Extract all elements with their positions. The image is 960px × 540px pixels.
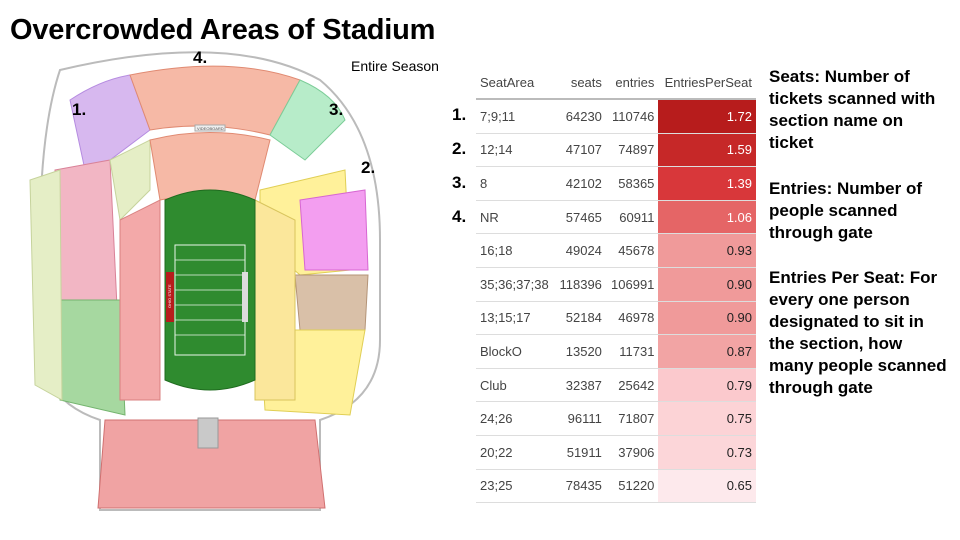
scoreboard-label: VIDEOBOARD <box>197 126 224 131</box>
section-tan <box>294 274 369 331</box>
seatarea-cell: 8 <box>476 166 555 201</box>
table-row: 23;25 78435 51220 0.65 <box>476 469 756 504</box>
subtitle: Entire Season <box>351 58 439 74</box>
table-row: 24;26 96111 71807 0.75 <box>476 401 756 436</box>
entries-cell: 106991 <box>605 267 659 302</box>
table-row: BlockO 13520 11731 0.87 <box>476 334 756 369</box>
eps-cell: 1.39 <box>658 166 756 201</box>
field-label: OHIO STATE <box>167 284 172 308</box>
seats-cell: 47107 <box>554 133 606 168</box>
table-row: 12;14 47107 74897 1.59 <box>476 133 756 168</box>
seatarea-cell: 16;18 <box>476 233 555 268</box>
seats-cell: 49024 <box>554 233 606 268</box>
seatarea-cell: 20;22 <box>476 435 555 470</box>
page-title: Overcrowded Areas of Stadium <box>10 14 436 46</box>
entries-cell: 71807 <box>605 401 659 436</box>
stadium-map: OHIO STATE VIDEOBOARD <box>29 51 381 511</box>
col-seatarea[interactable]: SeatArea <box>476 66 555 100</box>
seats-cell: 96111 <box>554 401 606 436</box>
section-lightgreen <box>29 169 63 401</box>
rank-4: 4. <box>452 207 467 226</box>
map-label-2: 2. <box>361 158 376 177</box>
seats-cell: 32387 <box>554 368 606 403</box>
section-green-top <box>269 79 346 161</box>
eps-cell: 0.90 <box>658 267 756 302</box>
map-label-4: 4. <box>193 48 208 67</box>
home-bench <box>166 272 174 322</box>
eps-cell: 0.87 <box>658 334 756 369</box>
table-header-row: SeatArea seats entries EntriesPerSeat <box>476 66 756 100</box>
eps-cell: 1.06 <box>658 200 756 235</box>
entries-description: Entries: Number of people scanned throug… <box>769 179 923 242</box>
col-entriesperseat[interactable]: EntriesPerSeat <box>658 66 756 100</box>
section-magenta <box>299 189 369 271</box>
eps-cell: 0.79 <box>658 368 756 403</box>
entries-cell: 58365 <box>605 166 659 201</box>
eps-description: Entries Per Seat: For every one person d… <box>769 268 947 397</box>
seats-cell: 52184 <box>554 301 606 336</box>
entries-cell: 45678 <box>605 233 659 268</box>
seatarea-cell: NR <box>476 200 555 235</box>
eps-cell: 1.72 <box>658 99 756 134</box>
eps-cell: 0.93 <box>658 233 756 268</box>
eps-cell: 0.73 <box>658 435 756 470</box>
seats-cell: 13520 <box>554 334 606 369</box>
seatarea-cell: 13;15;17 <box>476 301 555 336</box>
table-row: 16;18 49024 45678 0.93 <box>476 233 756 268</box>
rank-3: 3. <box>452 173 467 192</box>
entries-cell: 110746 <box>605 99 659 134</box>
map-label-1: 1. <box>72 100 87 119</box>
seatarea-cell: 12;14 <box>476 133 555 168</box>
seatarea-cell: 23;25 <box>476 469 555 504</box>
section-lightgreen-inner <box>109 139 151 222</box>
seats-cell: 118396 <box>554 267 606 302</box>
rank-2: 2. <box>452 139 467 158</box>
eps-cell: 1.59 <box>658 133 756 168</box>
seats-cell: 78435 <box>554 469 606 504</box>
visitor-bench <box>242 272 248 322</box>
table-row: 7;9;11 64230 110746 1.72 <box>476 99 756 134</box>
table-row: Club 32387 25642 0.79 <box>476 368 756 403</box>
table-row: 20;22 51911 37906 0.73 <box>476 435 756 470</box>
seats-cell: 51911 <box>554 435 606 470</box>
seats-cell: 57465 <box>554 200 606 235</box>
eps-cell: 0.65 <box>658 469 756 504</box>
seatarea-cell: Club <box>476 368 555 403</box>
eps-cell: 0.90 <box>658 301 756 336</box>
seatarea-cell: 7;9;11 <box>476 99 555 134</box>
section-grey <box>197 417 219 449</box>
entries-cell: 37906 <box>605 435 659 470</box>
seats-cell: 64230 <box>554 99 606 134</box>
scoreboard <box>194 124 226 132</box>
entries-cell: 46978 <box>605 301 659 336</box>
section-purple <box>69 74 151 171</box>
table-row: 35;36;37;38 118396 106991 0.90 <box>476 267 756 302</box>
seatarea-cell: 24;26 <box>476 401 555 436</box>
section-lower-right <box>254 199 296 401</box>
entries-cell: 60911 <box>605 200 659 235</box>
section-lower-left <box>119 199 161 401</box>
seats-description: Seats: Number of tickets scanned with se… <box>769 67 936 152</box>
rank-1: 1. <box>452 105 467 124</box>
seats-cell: 42102 <box>554 166 606 201</box>
section-south <box>97 419 326 509</box>
table-row: NR 57465 60911 1.06 <box>476 200 756 235</box>
eps-cell: 0.75 <box>658 401 756 436</box>
table-row: 13;15;17 52184 46978 0.90 <box>476 301 756 336</box>
table-row: 8 42102 58365 1.39 <box>476 166 756 201</box>
entries-cell: 11731 <box>605 334 659 369</box>
col-entries[interactable]: entries <box>605 66 659 100</box>
seatarea-cell: 35;36;37;38 <box>476 267 555 302</box>
seat-area-table: SeatArea seats entries EntriesPerSeat 7;… <box>476 66 756 504</box>
entries-cell: 51220 <box>605 469 659 504</box>
map-label-3: 3. <box>329 100 344 119</box>
entries-cell: 25642 <box>605 368 659 403</box>
col-seats[interactable]: seats <box>554 66 606 100</box>
entries-cell: 74897 <box>605 133 659 168</box>
seatarea-cell: BlockO <box>476 334 555 369</box>
section-green-left <box>59 299 126 416</box>
